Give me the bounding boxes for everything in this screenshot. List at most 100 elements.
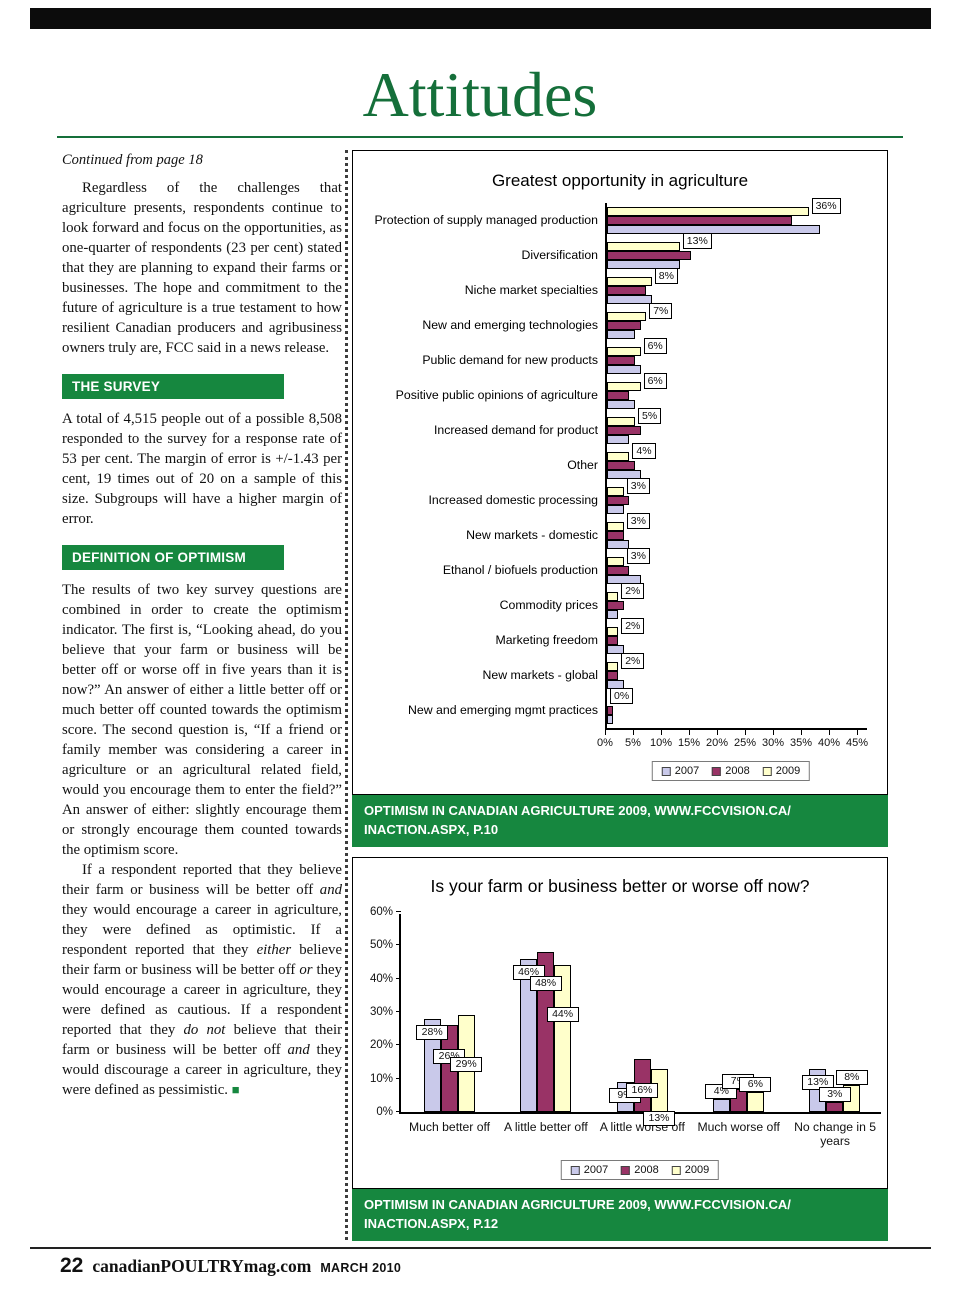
chart1-axis-tick bbox=[801, 730, 802, 735]
chart1-bar-group: 2% bbox=[605, 618, 879, 658]
legend-item-2009: 2009 bbox=[671, 1164, 709, 1176]
legend-label-2007: 2007 bbox=[583, 1164, 609, 1176]
chart1-category-label: Ethanol / biofuels production bbox=[442, 563, 598, 577]
chart1-bar-group: 5% bbox=[605, 408, 879, 448]
legend-label-2007: 2007 bbox=[674, 765, 700, 777]
chart1-bar-group: 0% bbox=[605, 688, 879, 728]
chart2-plot-area: 0% 10% 20% 30% 40% 50% 60% 28% 26% 29% Much better… bbox=[370, 906, 881, 1148]
chart1-bar-group: 3% bbox=[605, 548, 879, 588]
chart1-category-label: Diversification bbox=[521, 248, 598, 262]
chart1-bar-2008 bbox=[607, 601, 624, 610]
chart1-category-label: Niche market specialties bbox=[464, 283, 598, 297]
chart1-bar-2009 bbox=[607, 207, 809, 216]
chart2-value-label: 8% bbox=[835, 1070, 868, 1086]
legend-label-2009: 2009 bbox=[775, 765, 801, 777]
chart2-ytick bbox=[396, 1011, 401, 1012]
chart1-category-label: New markets - global bbox=[482, 668, 599, 682]
chart1-category-label: Positive public opinions of agriculture bbox=[395, 388, 598, 402]
chart1-bar-2008 bbox=[607, 321, 641, 330]
chart1-legend: 2007 2008 2009 bbox=[651, 761, 811, 781]
chart2-value-label: 13% bbox=[643, 1110, 675, 1126]
chart1-value-label: 2% bbox=[621, 618, 645, 634]
chart1-axis-tick-label: 40% bbox=[817, 737, 841, 749]
chart1-bar-2009 bbox=[607, 417, 635, 426]
chart2-value-label: 3% bbox=[818, 1087, 851, 1102]
chart2-ytick bbox=[396, 1044, 401, 1046]
chart1-bar-2009 bbox=[607, 277, 652, 286]
chart2-ytick-label: 50% bbox=[369, 939, 393, 952]
chart1-category-label: Protection of supply managed production bbox=[374, 213, 598, 227]
chart1-bar-2007 bbox=[607, 295, 652, 304]
chart1-value-label: 2% bbox=[621, 583, 645, 599]
chart1-axis-tick bbox=[829, 730, 830, 735]
page-title: Attitudes bbox=[362, 59, 598, 130]
chart1-bar-2007 bbox=[607, 330, 635, 339]
chart2-bar-2007 bbox=[520, 958, 538, 1112]
chart1-category-label: Marketing freedom bbox=[495, 633, 598, 647]
chart1-bar-group: 13% bbox=[605, 233, 879, 273]
chart1-axis-tick-label: 15% bbox=[677, 737, 701, 749]
legend-swatch-2007 bbox=[661, 766, 671, 776]
chart1-bar-2007 bbox=[607, 715, 613, 724]
chart2-caption: OPTIMISM IN CANADIAN AGRICULTURE 2009, W… bbox=[352, 1189, 888, 1241]
chart1-axis-tick bbox=[773, 730, 774, 735]
legend-swatch-2009 bbox=[671, 1165, 681, 1175]
chart2-value-label: 6% bbox=[739, 1077, 772, 1092]
legend-item-2008: 2008 bbox=[712, 765, 750, 777]
chart1-value-label: 3% bbox=[626, 548, 650, 564]
legend-swatch-2009 bbox=[762, 766, 772, 776]
chart1-category-row: New and emerging technologies 7% bbox=[363, 303, 879, 343]
chart1-bar-2008 bbox=[607, 566, 630, 575]
chart1-category-row: Commodity prices 2% bbox=[363, 583, 879, 623]
legend-swatch-2008 bbox=[621, 1165, 631, 1175]
chart1-axis-tick-label: 10% bbox=[649, 737, 673, 749]
chart1-axis-tick bbox=[689, 730, 690, 735]
footer-page-number: 22 bbox=[60, 1254, 84, 1277]
chart2-bar-2008 bbox=[537, 952, 555, 1112]
chart2-bar-2007 bbox=[712, 1098, 730, 1112]
chart1-value-label: 5% bbox=[638, 408, 662, 424]
legend-item-2007: 2007 bbox=[570, 1164, 609, 1176]
chart1-category-label: Public demand for new products bbox=[422, 353, 598, 367]
legend-swatch-2008 bbox=[712, 766, 722, 776]
chart2-category-label: Much worse off bbox=[697, 1120, 780, 1134]
chart1-bar-2009 bbox=[607, 487, 624, 496]
dotted-divider bbox=[345, 150, 348, 1240]
chart1-axis-tick-label: 30% bbox=[761, 737, 785, 749]
chart2-bar-2007 bbox=[423, 1018, 441, 1112]
chart1-bar-2007 bbox=[607, 400, 635, 409]
chart1-category-row: Diversification 13% bbox=[363, 233, 879, 273]
legend-label-2008: 2008 bbox=[634, 1164, 659, 1176]
chart2-ytick-label: 10% bbox=[369, 1072, 393, 1085]
optimism-paragraph-2: If a respondent reported that they belie… bbox=[62, 862, 343, 1098]
chart2-value-label: 46% bbox=[512, 964, 545, 980]
chart1-bar-group: 7% bbox=[605, 303, 879, 343]
chart1-bar-2008 bbox=[607, 671, 619, 680]
chart1-x-axis: 0% 5% 10% 15% 20% 25% 30% 35% 40% 45% bbox=[597, 728, 868, 754]
chart2-category-label: Much better off bbox=[408, 1120, 491, 1134]
chart2-value-label: 44% bbox=[546, 1007, 579, 1023]
chart1-category-label: New markets - domestic bbox=[466, 528, 598, 542]
legend-item-2009: 2009 bbox=[762, 765, 801, 777]
chart1-value-label: 4% bbox=[632, 443, 656, 459]
continued-note: Continued from page 18 bbox=[62, 152, 203, 168]
chart2-value-label: 16% bbox=[626, 1082, 658, 1098]
chart1-bar-2007 bbox=[607, 365, 641, 374]
chart1-bar-group: 36% bbox=[605, 198, 879, 238]
chart2-ytick bbox=[396, 1111, 401, 1112]
chart2-ytick bbox=[396, 944, 401, 946]
chart2-caption-line1: OPTIMISM IN CANADIAN AGRICULTURE 2009, W… bbox=[364, 1197, 791, 1212]
legend-label-2008: 2008 bbox=[725, 765, 750, 777]
survey-paragraph: A total of 4,515 people out of a possibl… bbox=[62, 411, 342, 527]
charts-column: Greatest opportunity in agriculture Prot… bbox=[352, 150, 888, 1241]
optimism-heading: DEFINITION OF OPTIMISM bbox=[62, 545, 284, 570]
chart1-bar-2008 bbox=[607, 531, 624, 540]
chart2-ytick-label: 20% bbox=[369, 1039, 393, 1052]
chart1-category-row: Positive public opinions of agriculture 6… bbox=[363, 373, 879, 413]
chart1-category-row: New and emerging mgmt practices 0% bbox=[363, 688, 879, 728]
chart2-category-label: A little better off bbox=[503, 1120, 588, 1134]
chart2-value-label: 13% bbox=[801, 1074, 834, 1090]
chart1-value-label: 6% bbox=[643, 373, 667, 389]
chart1-axis-tick bbox=[605, 730, 606, 735]
chart1-bar-2009 bbox=[607, 312, 647, 321]
